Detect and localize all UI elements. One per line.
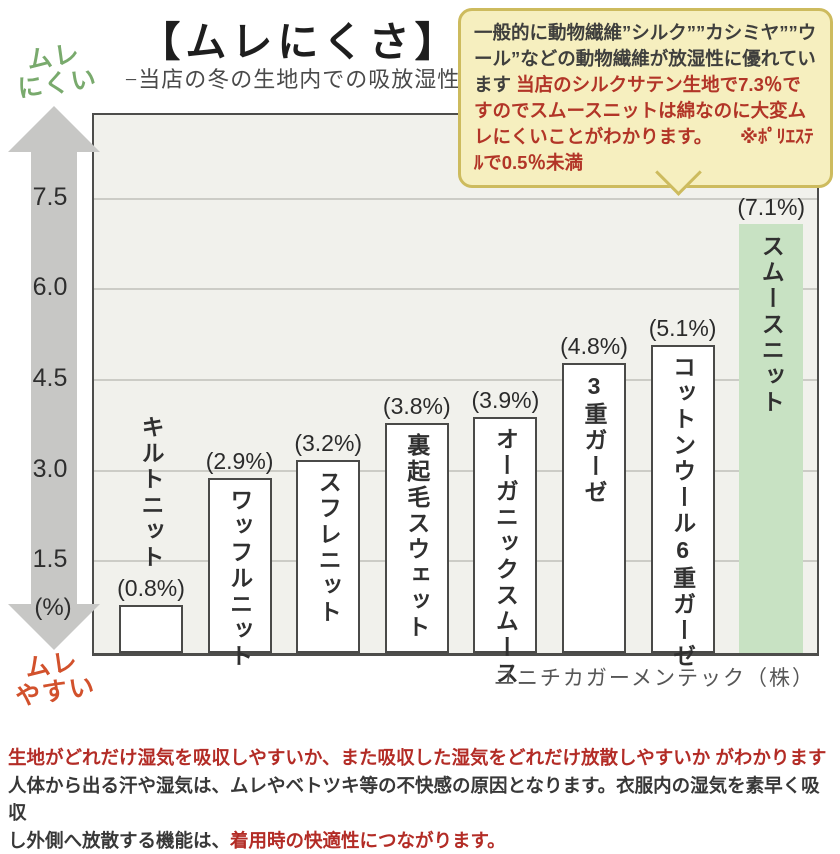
y-axis-arrow-shaft <box>31 148 77 608</box>
bar-group: (2.9%) ワッフルニット <box>205 115 274 670</box>
bar-group: (3.9%) オーガニックスムース <box>471 115 540 687</box>
footer-line2: 人体から出る汗や湿気は、ムレやベトツキ等の不快感の原因となります。衣服内の湿気を… <box>8 774 820 824</box>
footer-line3-red: 着用時の快適性につながります。 <box>230 829 506 851</box>
annotation-normal-text: 一般的に動物繊維”シルク””カシミヤ””ウール”などの動物繊維が放湿性に優れてい… <box>474 22 817 95</box>
axis-label-more-stuffy: ムレ やすい <box>13 647 98 712</box>
bar-group: (7.1%) スムースニット <box>737 115 806 653</box>
annotation-text: 一般的に動物繊維”シルク””カシミヤ””ウール”などの動物繊維が放湿性に優れてい… <box>474 20 817 176</box>
bar-value-label: (2.9%) <box>205 447 274 474</box>
bar-value-label: (3.9%) <box>471 387 540 414</box>
gridline <box>94 288 817 291</box>
y-axis-tick: 7.5 <box>32 182 68 211</box>
bar <box>207 477 272 653</box>
y-axis-tick: 1.5 <box>32 545 68 574</box>
bar-value-label: (4.8%) <box>560 332 628 359</box>
gridline <box>94 560 817 563</box>
y-axis-arrow-up-icon <box>8 106 100 152</box>
bar-group: (3.2%) スフレニット <box>294 115 363 653</box>
bar-name-label: コットンウール6重ガーゼ <box>669 354 696 670</box>
bar-name-label: スムースニット <box>758 233 785 416</box>
bar-value-label: (7.1%) <box>737 193 806 220</box>
bar <box>650 344 715 653</box>
bar-group: (5.1%) コットンウール6重ガーゼ <box>648 115 717 670</box>
bar-group: (0.8%) キルトニット <box>117 115 185 653</box>
bar-name-label: 裏起毛スウェット <box>403 433 430 642</box>
bar <box>562 362 626 653</box>
bar-name-label: オーガニックスムース <box>492 427 519 688</box>
annotation-bubble: 一般的に動物繊維”シルク””カシミヤ””ウール”などの動物繊維が放湿性に優れてい… <box>458 8 833 188</box>
chart-title: 【ムレにくさ】 <box>139 19 461 65</box>
bar <box>296 459 361 653</box>
bar-name-label: スフレニット <box>315 469 342 626</box>
data-source: ユニチカガーメンテック（株） <box>493 666 815 690</box>
footer-line1: 生地がどれだけ湿気を吸収しやすいか、また吸収した湿気をどれだけ放散しやすいか が… <box>8 747 827 768</box>
gridline <box>94 197 817 200</box>
y-axis-ticks: 1.5 3.0 4.5 6.0 7.5 <box>0 113 106 651</box>
bar-name-label: キルトニット <box>138 414 164 571</box>
bar-value-label: (5.1%) <box>648 314 717 341</box>
y-axis-tick: 4.5 <box>32 363 68 392</box>
bar <box>473 417 538 653</box>
y-axis-tick: 3.0 <box>32 454 68 483</box>
footer-description: 生地がどれだけ湿気を吸収しやすいか、また吸収した湿気をどれだけ放散しやすいか が… <box>8 744 836 854</box>
bar <box>739 223 804 653</box>
bar <box>384 423 449 653</box>
bar-group: (4.8%) 3重ガーゼ <box>560 115 628 653</box>
bar <box>119 604 183 653</box>
annotation-highlight-text: 当店のシルクサテン生地で7.3％ですのでスムースニットは綿なのに大変ムレにくいこ… <box>474 74 807 147</box>
bar-value-label: (3.2%) <box>294 429 363 456</box>
bar-name-label: 3重ガーゼ <box>581 372 607 506</box>
y-axis-unit: (%) <box>34 594 72 621</box>
footer-line3-dark: し外側へ放散する機能は、 <box>8 829 231 851</box>
bar-name-label: ワッフルニット <box>226 487 253 670</box>
gridline <box>94 469 817 472</box>
y-axis-arrow-down-icon <box>8 604 100 650</box>
gridline <box>94 378 817 381</box>
annotation-note-text: ※ﾎﾟﾘｴｽﾃﾙで0.5％未満 <box>474 126 814 173</box>
axis-label-less-stuffy: ムレ にくい <box>15 39 100 104</box>
y-axis-tick: 6.0 <box>32 273 68 302</box>
bar-value-label: (0.8%) <box>117 574 185 601</box>
bar-group: (3.8%) 裏起毛スウェット <box>382 115 451 653</box>
bar-value-label: (3.8%) <box>382 393 451 420</box>
plot-area: (0.8%) キルトニット (2.9%) ワッフルニット (3.2%) スフレニット (3.… <box>92 113 819 687</box>
chart-subtitle: −当店の冬の生地内での吸放湿性 - <box>124 67 476 92</box>
